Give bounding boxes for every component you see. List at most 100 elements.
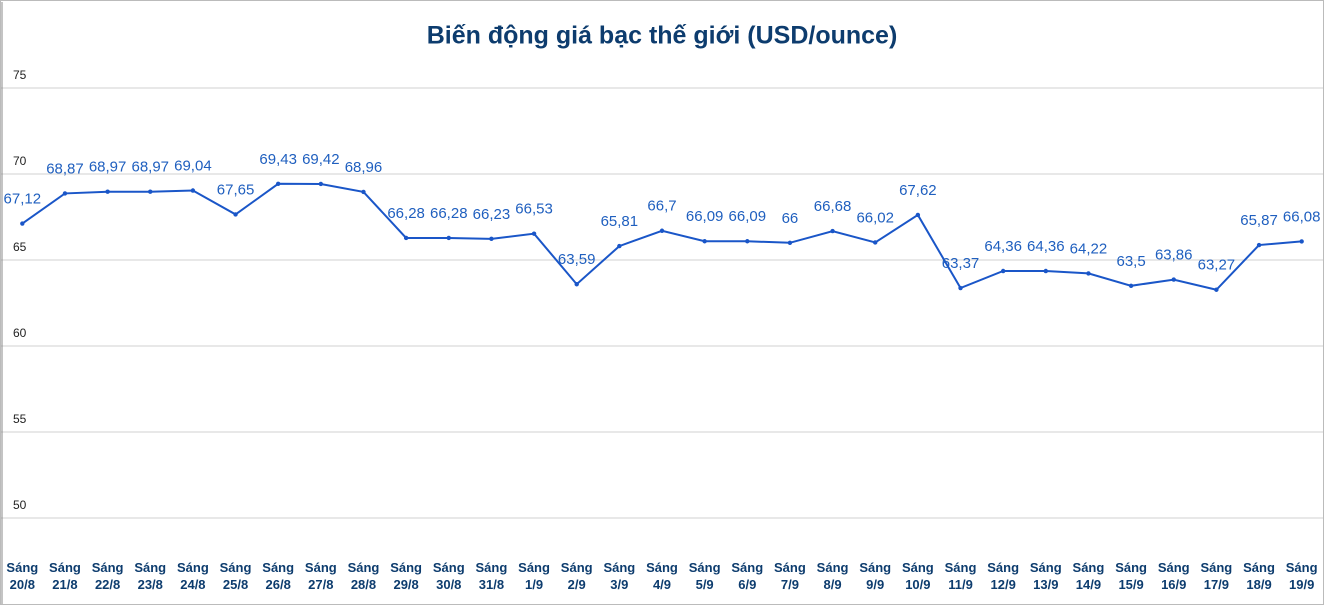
x-tick-label: Sáng 18/9: [1243, 560, 1275, 592]
point: [1214, 287, 1219, 292]
data-label: 64,36: [984, 238, 1022, 255]
data-label: 66,08: [1283, 208, 1321, 225]
data-label: 67,65: [217, 181, 255, 198]
point: [361, 189, 366, 195]
point: [190, 188, 196, 193]
data-label: 66,23: [473, 206, 511, 223]
data-label: 63,37: [942, 255, 980, 272]
x-tick-label: Sáng 23/8: [134, 560, 167, 592]
x-tick-label: Sáng 16/9: [1157, 560, 1190, 592]
data-label: 69,42: [302, 151, 340, 168]
x-tick-label: Sáng 30/8: [432, 560, 465, 592]
x-tick-label: Sáng 28/8: [347, 560, 380, 592]
point: [958, 285, 963, 291]
x-tick-label: Sáng 6/9: [731, 560, 764, 592]
y-tick-label: 50: [13, 498, 27, 512]
x-tick-label: Sáng 26/8: [262, 560, 295, 592]
data-label: 68,96: [345, 159, 383, 176]
x-tick-label: Sáng 19/9: [1285, 560, 1318, 592]
data-label: 65,81: [601, 213, 639, 230]
y-tick-label: 60: [13, 326, 27, 340]
data-label: 68,97: [131, 159, 169, 176]
data-label: 66,28: [387, 205, 425, 222]
point: [659, 228, 665, 233]
x-tick-label: Sáng 25/8: [219, 560, 252, 592]
x-tick-label: Sáng 20/8: [6, 560, 39, 592]
x-tick-label: Sáng 12/9: [987, 560, 1020, 592]
point: [617, 243, 622, 249]
data-label: 69,04: [174, 157, 212, 174]
data-label: 67,62: [899, 182, 937, 199]
x-tick-label: Sáng 21/8: [49, 560, 81, 592]
data-label: 63,5: [1116, 253, 1145, 270]
point: [1128, 283, 1134, 288]
x-tick-label: Sáng 9/9: [859, 560, 892, 592]
point: [531, 231, 537, 236]
point: [574, 282, 579, 287]
chart-title: Biến động giá bạc thế giới (USD/ounce): [427, 22, 898, 50]
data-label: 65,87: [1240, 212, 1278, 229]
data-label: 69,43: [259, 151, 297, 168]
x-tick-label: Sáng 17/9: [1200, 560, 1233, 592]
x-tick-label: Sáng 11/9: [944, 560, 977, 592]
y-tick-label: 70: [13, 154, 27, 168]
x-tick-label: Sáng 13/9: [1029, 560, 1062, 592]
x-tick-label: Sáng 31/8: [475, 560, 508, 592]
data-label: 67,12: [4, 191, 42, 208]
x-tick-label: Sáng 5/9: [688, 560, 721, 592]
x-tick-label: Sáng 7/9: [774, 560, 806, 592]
x-tick-label: Sáng 8/9: [816, 560, 849, 592]
x-tick-label: Sáng 10/9: [901, 560, 934, 592]
data-label: 63,27: [1198, 257, 1236, 274]
point: [446, 235, 451, 241]
point: [233, 212, 238, 217]
x-tick-label: Sáng 4/9: [646, 560, 678, 592]
point: [1043, 268, 1049, 274]
point: [318, 181, 324, 187]
data-label: 63,59: [558, 251, 596, 268]
x-tick-label: Sáng 3/9: [603, 560, 636, 592]
x-tick-label: Sáng 15/9: [1115, 560, 1147, 592]
point: [105, 189, 110, 194]
y-tick-label: 55: [13, 412, 27, 426]
point: [1171, 277, 1176, 282]
x-tick-label: Sáng 1/9: [518, 560, 550, 592]
data-label: 66: [782, 210, 799, 227]
data-label: 64,36: [1027, 238, 1065, 255]
x-tick-label: Sáng 27/8: [304, 560, 337, 592]
point: [489, 236, 494, 242]
point: [1299, 239, 1304, 244]
point: [62, 191, 68, 196]
point: [915, 212, 921, 218]
data-label: 63,86: [1155, 247, 1193, 264]
x-tick-label: Sáng 2/9: [560, 560, 593, 592]
data-label: 66,28: [430, 205, 468, 222]
data-label: 66,7: [647, 198, 676, 215]
point: [1086, 271, 1091, 276]
data-label: 66,68: [814, 198, 852, 215]
point: [1256, 242, 1262, 248]
y-tick-label: 75: [13, 68, 27, 82]
x-tick-label: Sáng 24/8: [176, 560, 209, 592]
data-label: 66,53: [515, 201, 553, 218]
point: [830, 228, 835, 234]
x-tick-label: Sáng 14/9: [1072, 560, 1105, 592]
point: [1000, 268, 1006, 274]
data-label: 66,09: [686, 208, 724, 225]
data-label: 66,09: [729, 208, 767, 225]
point: [403, 235, 409, 241]
point: [745, 239, 750, 244]
point: [787, 240, 793, 245]
point: [275, 181, 281, 187]
y-tick-label: 65: [13, 240, 27, 254]
data-label: 68,97: [89, 159, 127, 176]
data-label: 66,02: [856, 209, 894, 226]
data-label: 64,22: [1070, 240, 1108, 257]
point: [873, 240, 878, 245]
point: [702, 239, 707, 244]
point: [148, 189, 153, 194]
x-tick-label: Sáng 29/8: [390, 560, 423, 592]
x-tick-label: Sáng 22/8: [91, 560, 124, 592]
